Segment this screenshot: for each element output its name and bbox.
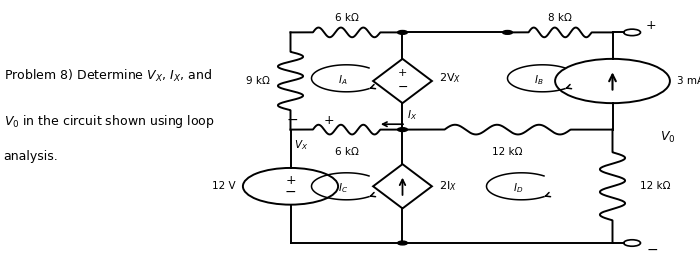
Circle shape	[398, 31, 407, 34]
Text: −: −	[286, 113, 297, 127]
Text: −: −	[285, 185, 296, 199]
Text: 6 kΩ: 6 kΩ	[335, 147, 358, 157]
Text: Problem 8) Determine $V_X$, $I_X$, and: Problem 8) Determine $V_X$, $I_X$, and	[4, 68, 211, 84]
Text: 3 mA: 3 mA	[677, 76, 700, 86]
Text: 6 kΩ: 6 kΩ	[335, 14, 358, 23]
Text: 12 V: 12 V	[212, 181, 236, 191]
Text: +: +	[323, 114, 335, 127]
Text: $I_B$: $I_B$	[534, 73, 544, 87]
Text: 2V$_X$: 2V$_X$	[439, 71, 461, 85]
Text: $V_0$ in the circuit shown using loop: $V_0$ in the circuit shown using loop	[4, 113, 214, 130]
Text: −: −	[646, 243, 658, 257]
Text: $I_D$: $I_D$	[513, 181, 523, 195]
Circle shape	[398, 128, 407, 131]
Circle shape	[503, 31, 512, 34]
Text: 9 kΩ: 9 kΩ	[246, 76, 270, 86]
Text: 2I$_X$: 2I$_X$	[439, 179, 457, 193]
Text: +: +	[646, 19, 657, 32]
Text: $I_X$: $I_X$	[407, 108, 417, 122]
Text: $I_A$: $I_A$	[338, 73, 348, 87]
Text: −: −	[397, 81, 407, 94]
Text: $V_0$: $V_0$	[660, 130, 675, 145]
Text: +: +	[285, 174, 296, 187]
Text: analysis.: analysis.	[4, 150, 58, 163]
Text: $V_X$: $V_X$	[294, 138, 308, 151]
Text: 8 kΩ: 8 kΩ	[548, 14, 572, 23]
Text: 12 kΩ: 12 kΩ	[492, 147, 523, 157]
Circle shape	[398, 241, 407, 245]
Text: $I_C$: $I_C$	[338, 181, 348, 195]
Text: +: +	[398, 68, 407, 79]
Text: 12 kΩ: 12 kΩ	[640, 181, 671, 191]
